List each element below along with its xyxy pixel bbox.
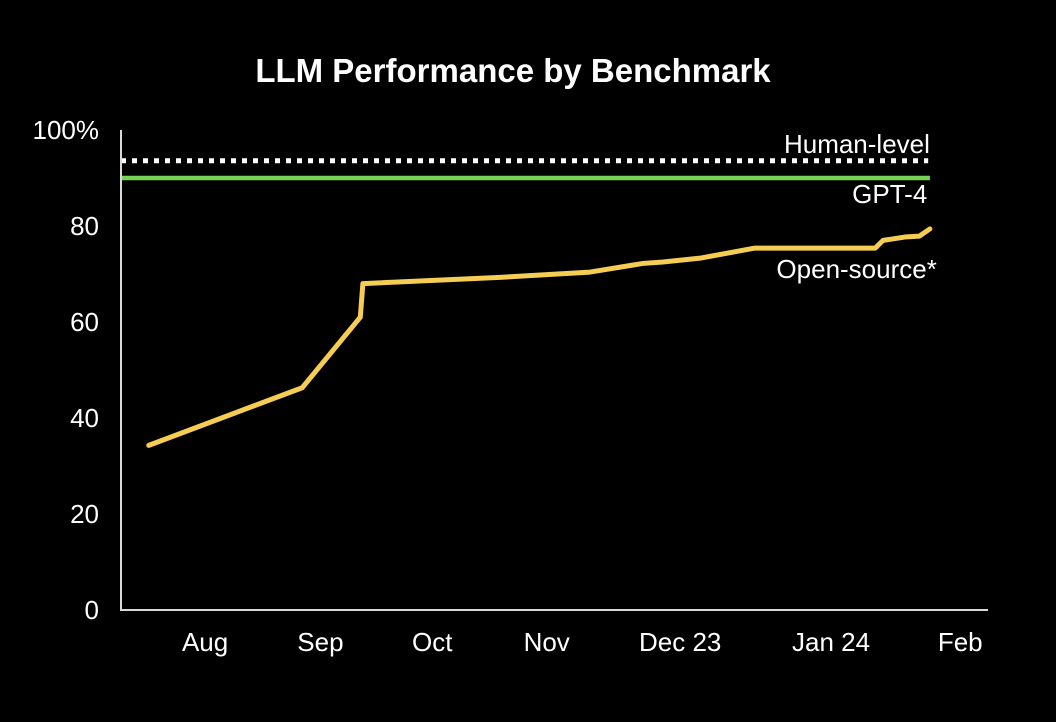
y-tick-label: 0 bbox=[85, 595, 99, 625]
human-level-label: Human-level bbox=[784, 129, 930, 159]
chart-title: LLM Performance by Benchmark bbox=[255, 52, 771, 89]
x-tick-label: Sep bbox=[297, 627, 343, 657]
x-tick-label: Oct bbox=[412, 627, 453, 657]
y-tick-label: 40 bbox=[70, 403, 99, 433]
open-source-label: Open-source* bbox=[776, 254, 936, 284]
y-tick-label: 100% bbox=[33, 115, 100, 145]
axes bbox=[120, 130, 988, 611]
y-tick-label: 60 bbox=[70, 307, 99, 337]
y-tick-label: 20 bbox=[70, 499, 99, 529]
x-tick-label: Feb bbox=[938, 627, 983, 657]
gpt-4-label: GPT-4 bbox=[852, 179, 927, 209]
open-source-line bbox=[146, 226, 933, 448]
x-tick-label: Dec 23 bbox=[639, 627, 721, 657]
x-tick-label: Aug bbox=[182, 627, 228, 657]
chart-plot-area: Human-level GPT-4 Open-source* 100% 80 60 40 20… bbox=[33, 115, 988, 657]
y-tick-label: 80 bbox=[70, 211, 99, 241]
x-tick-label: Nov bbox=[524, 627, 570, 657]
x-tick-label: Jan 24 bbox=[792, 627, 870, 657]
